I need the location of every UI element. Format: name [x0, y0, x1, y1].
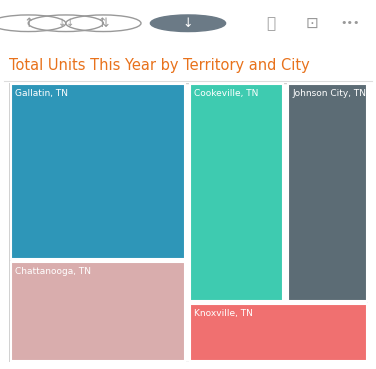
- Bar: [11, 262, 185, 361]
- Bar: [190, 84, 283, 301]
- Bar: [288, 84, 367, 301]
- Text: •••: •••: [340, 18, 359, 28]
- Text: ↓↓: ↓↓: [58, 18, 74, 28]
- Text: ⊡: ⊡: [306, 16, 318, 31]
- Text: ⛛: ⛛: [266, 16, 275, 31]
- Bar: [11, 84, 185, 259]
- Text: ⇅: ⇅: [98, 17, 109, 30]
- Text: Knoxville, TN: Knoxville, TN: [194, 309, 253, 318]
- Text: Johnson City, TN: Johnson City, TN: [292, 89, 366, 98]
- Text: Cookeville, TN: Cookeville, TN: [194, 89, 259, 98]
- Text: Total Units This Year by Territory and City: Total Units This Year by Territory and C…: [9, 58, 310, 73]
- Circle shape: [150, 15, 226, 32]
- Bar: [190, 304, 367, 361]
- Text: ↓: ↓: [183, 17, 193, 30]
- Text: Chattanooga, TN: Chattanooga, TN: [15, 268, 91, 276]
- Text: Gallatin, TN: Gallatin, TN: [15, 89, 68, 98]
- Text: ↑: ↑: [23, 17, 33, 30]
